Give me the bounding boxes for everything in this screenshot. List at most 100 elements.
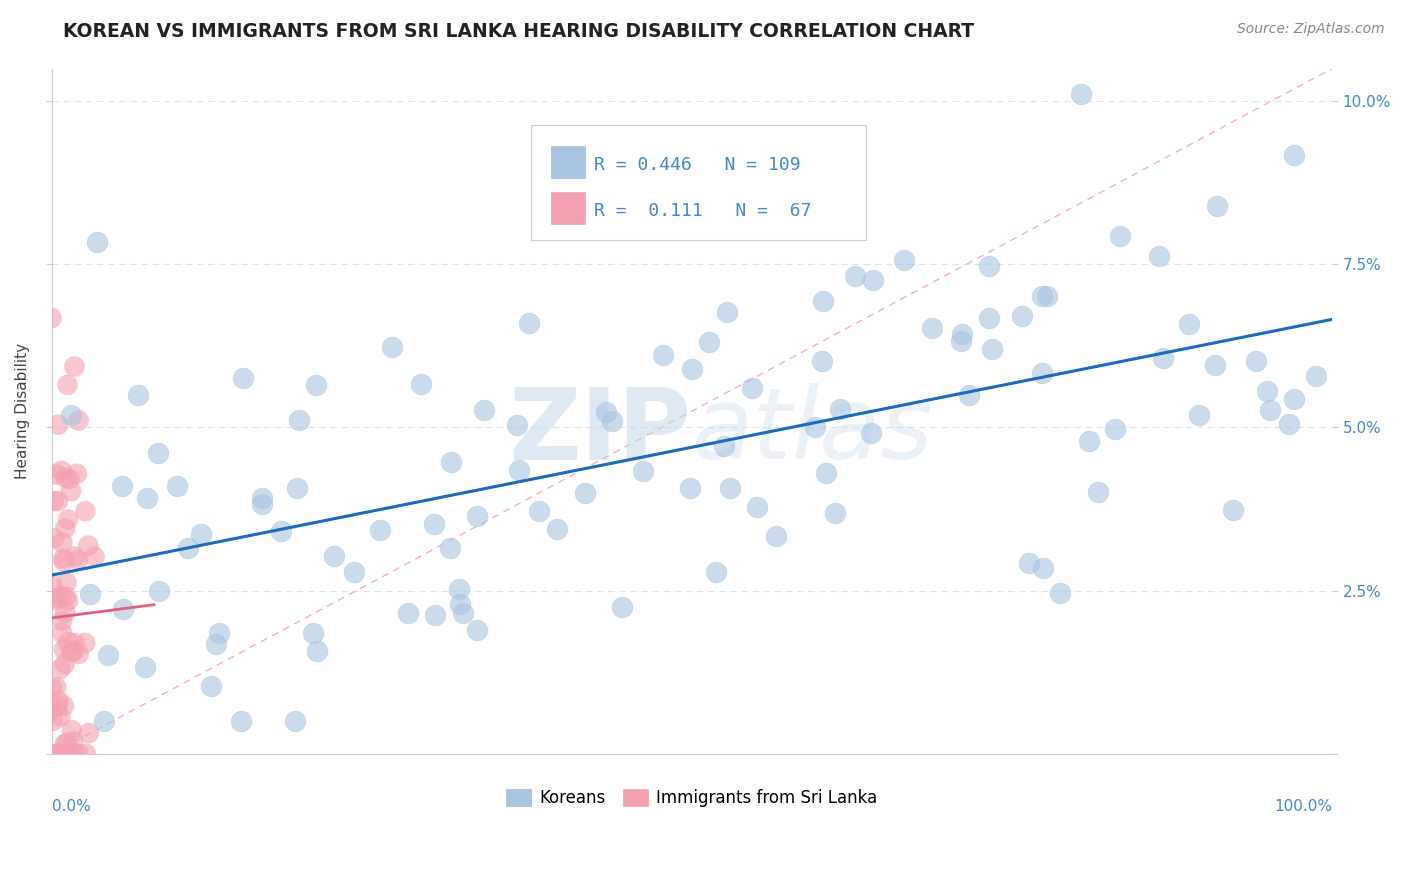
- Point: [55, 590, 77, 604]
- Point: [1278, 417, 1301, 432]
- Point: [55, 471, 77, 485]
- Point: [166, 479, 188, 493]
- Point: [56, 593, 79, 607]
- Point: [287, 413, 309, 427]
- Point: [409, 377, 432, 392]
- Point: [860, 426, 883, 441]
- Point: [59, 484, 82, 499]
- Point: [1305, 369, 1327, 384]
- Point: [44, 531, 66, 545]
- Point: [45, 591, 67, 605]
- Point: [595, 405, 617, 419]
- Point: [112, 602, 135, 616]
- Point: [1282, 148, 1305, 162]
- Point: [127, 388, 149, 402]
- Point: [1204, 358, 1226, 372]
- Point: [52, 554, 75, 568]
- Point: [1188, 408, 1211, 422]
- Point: [1206, 199, 1229, 213]
- Point: [67, 552, 90, 566]
- Y-axis label: Hearing Disability: Hearing Disability: [15, 343, 30, 479]
- Point: [950, 327, 973, 342]
- Point: [574, 486, 596, 500]
- Legend: Koreans, Immigrants from Sri Lanka: Koreans, Immigrants from Sri Lanka: [499, 782, 884, 814]
- Point: [652, 348, 675, 362]
- Point: [439, 455, 461, 469]
- Point: [1104, 422, 1126, 436]
- Point: [77, 726, 100, 740]
- Point: [1152, 351, 1174, 365]
- Point: [41, 310, 63, 325]
- Point: [200, 679, 222, 693]
- Point: [67, 413, 90, 427]
- Point: [63, 636, 86, 650]
- Point: [1256, 384, 1278, 398]
- Point: [55, 747, 77, 761]
- Point: [56, 512, 79, 526]
- Point: [60, 408, 83, 422]
- Point: [1031, 366, 1053, 380]
- Point: [231, 714, 253, 728]
- Point: [505, 418, 527, 433]
- Point: [804, 419, 827, 434]
- Point: [1018, 556, 1040, 570]
- Point: [52, 642, 75, 657]
- Point: [465, 623, 488, 637]
- Point: [51, 464, 73, 478]
- Point: [42, 494, 65, 508]
- Point: [1282, 392, 1305, 406]
- Point: [46, 747, 69, 761]
- Point: [343, 565, 366, 579]
- Point: [631, 464, 654, 478]
- Point: [862, 273, 884, 287]
- Point: [284, 714, 307, 728]
- Point: [77, 539, 100, 553]
- Point: [447, 582, 470, 596]
- Point: [63, 549, 86, 564]
- Point: [75, 504, 97, 518]
- Point: [46, 417, 69, 432]
- Point: [1032, 561, 1054, 575]
- Point: [45, 593, 67, 607]
- Point: [42, 714, 65, 728]
- Point: [51, 614, 73, 628]
- Point: [517, 317, 540, 331]
- Point: [208, 626, 231, 640]
- Point: [232, 370, 254, 384]
- Point: [205, 637, 228, 651]
- Point: [957, 388, 980, 402]
- Point: [977, 259, 1000, 273]
- Point: [1178, 317, 1201, 331]
- Point: [41, 578, 63, 592]
- Point: [148, 583, 170, 598]
- Point: [1078, 434, 1101, 448]
- Point: [97, 648, 120, 663]
- Point: [381, 340, 404, 354]
- Point: [893, 252, 915, 267]
- Point: [250, 491, 273, 505]
- Text: R =  0.111   N =  67: R = 0.111 N = 67: [595, 202, 811, 220]
- Point: [51, 535, 73, 549]
- Point: [824, 506, 846, 520]
- Point: [49, 709, 72, 723]
- Point: [63, 747, 86, 761]
- Point: [449, 597, 471, 611]
- Point: [949, 334, 972, 348]
- Point: [177, 541, 200, 556]
- Point: [250, 497, 273, 511]
- Point: [190, 527, 212, 541]
- Point: [49, 662, 72, 676]
- Point: [63, 359, 86, 374]
- Point: [307, 644, 329, 658]
- Point: [53, 521, 76, 535]
- Point: [830, 402, 852, 417]
- Point: [1070, 87, 1092, 102]
- Point: [921, 321, 943, 335]
- Point: [62, 644, 84, 658]
- Point: [55, 575, 77, 590]
- Point: [56, 736, 79, 750]
- Point: [51, 590, 73, 604]
- Point: [844, 269, 866, 284]
- Text: ZIP: ZIP: [509, 384, 692, 480]
- Point: [60, 723, 83, 737]
